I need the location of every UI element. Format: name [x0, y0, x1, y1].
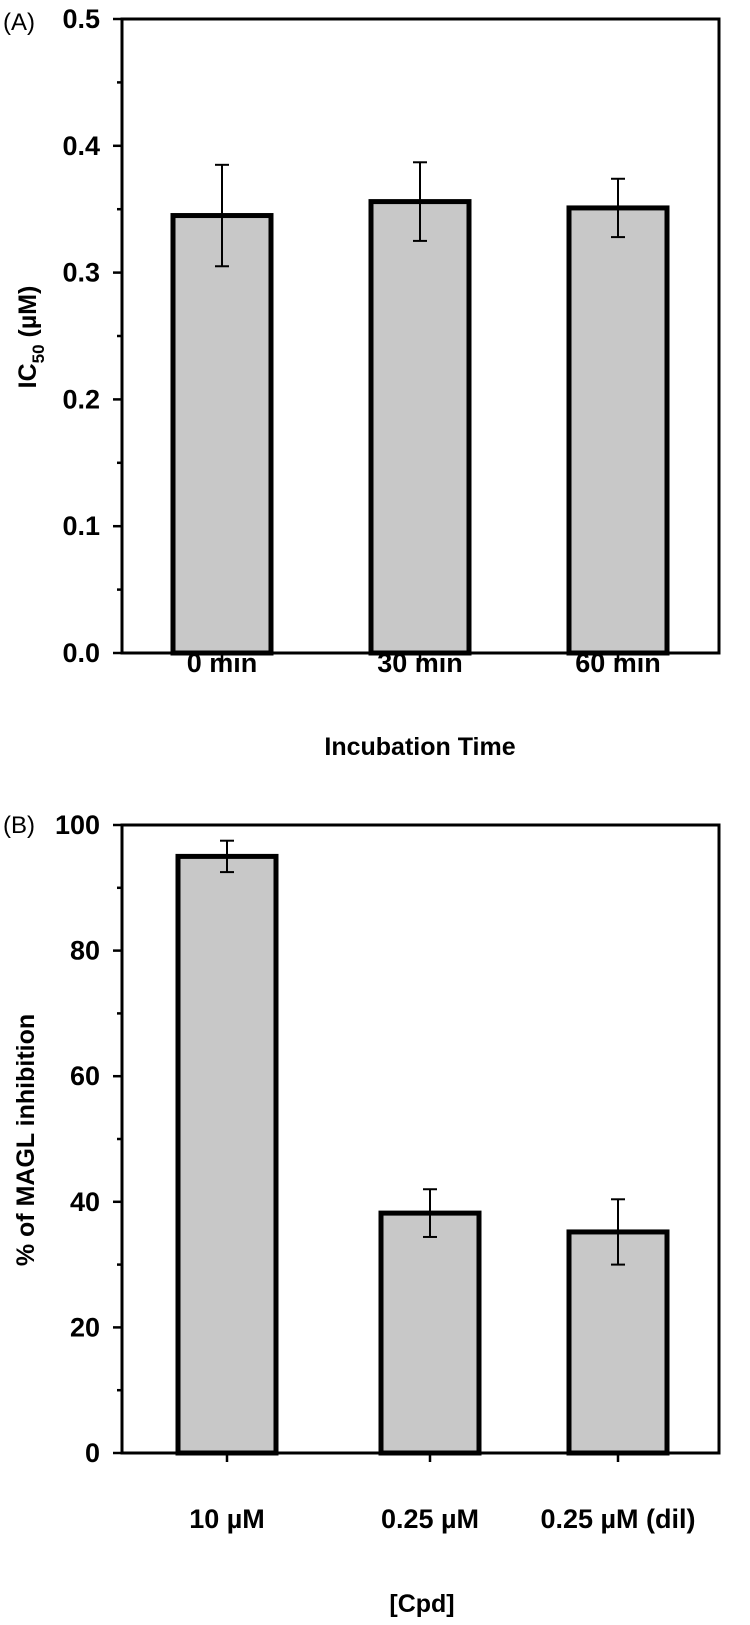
panel-b-x-tick-labels: 10 µM 0.25 µM 0.25 µM (dil) — [189, 1504, 695, 1534]
y-tick-label: 40 — [70, 1187, 100, 1217]
x-tick-label: 30 min — [377, 648, 463, 678]
y-tick-label: 0 — [85, 1438, 100, 1468]
panel-b-x-axis-title: [Cpd] — [389, 1590, 454, 1618]
panel-b-label: (B) — [3, 812, 35, 839]
y-tick-label: 20 — [70, 1312, 100, 1342]
panel-a-bars — [170, 161, 670, 656]
panel-a-x-tick-labels: 0 min 30 min 60 min — [187, 648, 661, 678]
y-tick-label: 0.3 — [62, 258, 100, 288]
panel-b-y-axis-title: % of MAGL inhibition — [12, 1014, 40, 1266]
panel-b-y-ticks: 0 20 40 60 80 100 — [55, 810, 620, 1468]
bar — [175, 853, 279, 1456]
panel-a-y-axis-title-subscript: 50 — [29, 344, 48, 363]
y-tick-label: 0.0 — [62, 638, 100, 668]
bar — [566, 205, 670, 656]
panel-a-y-axis-title: IC50 (µM) — [14, 286, 48, 389]
x-tick-label: 0.25 µM (dil) — [540, 1504, 695, 1534]
panel-a-y-ticks: 0.0 0.1 0.2 0.3 0.4 0.5 — [62, 4, 620, 668]
y-tick-label: 0.2 — [62, 384, 100, 414]
panel-a-y-axis-title-main: IC — [14, 363, 42, 388]
panel-b: (B) 0 20 40 60 80 100 10 µM 0.25 µM 0.25 µM (di… — [3, 810, 721, 1618]
x-tick-label: 0.25 µM — [381, 1504, 479, 1534]
x-tick-label: 10 µM — [189, 1504, 265, 1534]
bar — [170, 213, 274, 656]
y-tick-label: 80 — [70, 936, 100, 966]
y-tick-label: 60 — [70, 1061, 100, 1091]
y-tick-label: 0.5 — [62, 4, 100, 34]
panel-a-y-axis-title-unit: (µM) — [14, 286, 42, 345]
x-tick-label: 60 min — [575, 648, 661, 678]
bar — [378, 1210, 482, 1456]
bar — [368, 199, 472, 656]
x-tick-label: 0 min — [187, 648, 258, 678]
panel-b-bars — [175, 839, 670, 1456]
y-tick-label: 0.1 — [62, 511, 100, 541]
panel-a: (A) 0.0 0.1 0.2 0.3 0.4 0.5 0 min 30 min 60 min… — [3, 4, 721, 761]
y-tick-label: 100 — [55, 810, 100, 840]
y-tick-label: 0.4 — [62, 131, 100, 161]
bar — [566, 1229, 670, 1456]
panel-a-label: (A) — [3, 9, 35, 36]
panel-a-x-axis-title: Incubation Time — [324, 733, 515, 761]
